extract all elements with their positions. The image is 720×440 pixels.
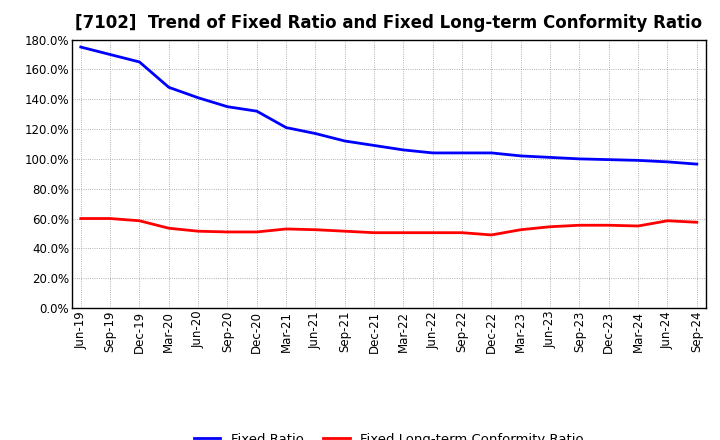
Fixed Long-term Conformity Ratio: [341, 228, 349, 234]
Legend: Fixed Ratio, Fixed Long-term Conformity Ratio: Fixed Ratio, Fixed Long-term Conformity …: [189, 427, 589, 440]
Fixed Long-term Conformity Ratio: [311, 227, 320, 232]
Fixed Ratio: [458, 150, 467, 156]
Fixed Ratio: [223, 104, 232, 109]
Fixed Long-term Conformity Ratio: [693, 220, 701, 225]
Fixed Ratio: [135, 59, 144, 65]
Fixed Ratio: [341, 138, 349, 143]
Fixed Long-term Conformity Ratio: [487, 232, 496, 238]
Fixed Ratio: [194, 95, 202, 100]
Fixed Long-term Conformity Ratio: [76, 216, 85, 221]
Fixed Ratio: [487, 150, 496, 156]
Fixed Long-term Conformity Ratio: [516, 227, 525, 232]
Fixed Long-term Conformity Ratio: [370, 230, 379, 235]
Fixed Long-term Conformity Ratio: [458, 230, 467, 235]
Fixed Ratio: [546, 155, 554, 160]
Fixed Ratio: [663, 159, 672, 165]
Fixed Ratio: [106, 52, 114, 57]
Fixed Ratio: [164, 84, 173, 90]
Fixed Long-term Conformity Ratio: [634, 224, 642, 229]
Fixed Ratio: [634, 158, 642, 163]
Fixed Ratio: [311, 131, 320, 136]
Fixed Ratio: [399, 147, 408, 153]
Fixed Long-term Conformity Ratio: [223, 229, 232, 235]
Fixed Long-term Conformity Ratio: [605, 223, 613, 228]
Fixed Ratio: [575, 156, 584, 161]
Fixed Ratio: [428, 150, 437, 156]
Fixed Ratio: [693, 161, 701, 167]
Fixed Long-term Conformity Ratio: [575, 223, 584, 228]
Fixed Long-term Conformity Ratio: [106, 216, 114, 221]
Fixed Ratio: [605, 157, 613, 162]
Fixed Ratio: [370, 143, 379, 148]
Fixed Ratio: [516, 153, 525, 158]
Fixed Long-term Conformity Ratio: [164, 226, 173, 231]
Title: [7102]  Trend of Fixed Ratio and Fixed Long-term Conformity Ratio: [7102] Trend of Fixed Ratio and Fixed Lo…: [75, 15, 703, 33]
Fixed Long-term Conformity Ratio: [663, 218, 672, 224]
Fixed Long-term Conformity Ratio: [399, 230, 408, 235]
Line: Fixed Long-term Conformity Ratio: Fixed Long-term Conformity Ratio: [81, 219, 697, 235]
Fixed Long-term Conformity Ratio: [282, 226, 290, 231]
Fixed Long-term Conformity Ratio: [135, 218, 144, 224]
Fixed Ratio: [253, 109, 261, 114]
Line: Fixed Ratio: Fixed Ratio: [81, 47, 697, 164]
Fixed Ratio: [282, 125, 290, 130]
Fixed Long-term Conformity Ratio: [428, 230, 437, 235]
Fixed Long-term Conformity Ratio: [194, 228, 202, 234]
Fixed Ratio: [76, 44, 85, 50]
Fixed Long-term Conformity Ratio: [546, 224, 554, 229]
Fixed Long-term Conformity Ratio: [253, 229, 261, 235]
